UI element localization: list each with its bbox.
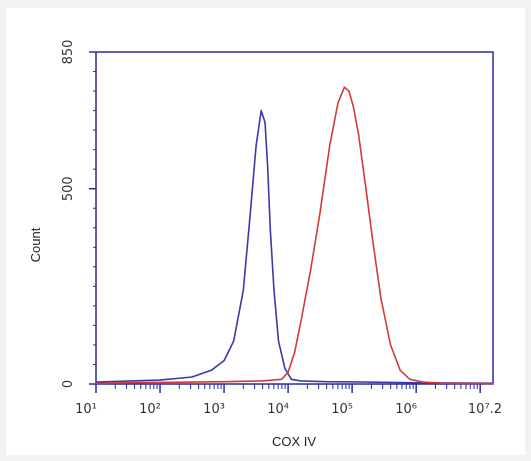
series-point [364, 180, 366, 182]
series-point [290, 378, 292, 380]
series-point [277, 340, 280, 342]
series-point [260, 109, 262, 112]
x-axis-title: COX IV [272, 434, 316, 449]
series-point [352, 106, 355, 108]
series-point [267, 164, 269, 166]
series-point [273, 289, 275, 291]
series-point [409, 378, 411, 380]
series-point [95, 381, 97, 383]
series-point [223, 381, 225, 383]
x-axis-ticks: 10¹ 10² 10³ 10⁴ 10⁵ 10⁶ 10⁷.2 [75, 384, 502, 417]
series-point [325, 381, 328, 383]
x-tick-label: 10⁵ [331, 402, 353, 417]
x-tick-label: 10² [139, 402, 161, 417]
series-point [159, 379, 161, 381]
series-point [287, 371, 289, 373]
series-point [261, 380, 264, 382]
series-point [242, 289, 244, 291]
series-point [269, 227, 271, 229]
series-point [233, 340, 235, 342]
series-point [284, 367, 286, 369]
x-tick-label: 10⁷.2 [468, 402, 502, 417]
series-point [421, 381, 424, 383]
series-point [343, 86, 346, 88]
series-point [264, 121, 266, 123]
series-point [300, 380, 302, 382]
x-tick-label: 10³ [203, 402, 225, 417]
series-point [415, 382, 417, 384]
series-point [249, 219, 251, 221]
series-line-1 [95, 109, 494, 385]
x-tick-label: 10⁴ [267, 402, 289, 417]
series-point [364, 381, 366, 383]
series-point [210, 369, 212, 371]
plot-border [95, 51, 494, 385]
series-point [255, 145, 257, 147]
series-point [319, 211, 321, 213]
series-point [329, 145, 331, 147]
series-point [389, 344, 392, 346]
series-point [191, 376, 193, 378]
x-tick-label: 10¹ [75, 402, 97, 417]
series-point [441, 382, 443, 384]
series-point [281, 378, 283, 380]
x-tick-label: 10⁶ [395, 402, 417, 417]
series-point [492, 383, 494, 385]
y-tick-label: 850 [61, 40, 76, 65]
series-point [372, 238, 374, 241]
y-tick-label: 0 [61, 380, 76, 388]
series-point [223, 359, 225, 362]
series-point [95, 382, 97, 384]
series-point [380, 297, 382, 299]
series-point [357, 133, 360, 135]
series-point [293, 352, 296, 354]
y-axis-ticks: 0 500 850 [61, 40, 96, 388]
series-point [309, 270, 312, 272]
series-point [337, 102, 339, 104]
y-axis-title: Count [28, 227, 43, 262]
series-layer [95, 86, 494, 385]
y-tick-label: 500 [61, 176, 76, 201]
series-point [399, 369, 401, 371]
plot-frame [95, 51, 494, 385]
series-point [159, 381, 161, 384]
series-point [348, 90, 350, 92]
series-point [300, 320, 302, 323]
